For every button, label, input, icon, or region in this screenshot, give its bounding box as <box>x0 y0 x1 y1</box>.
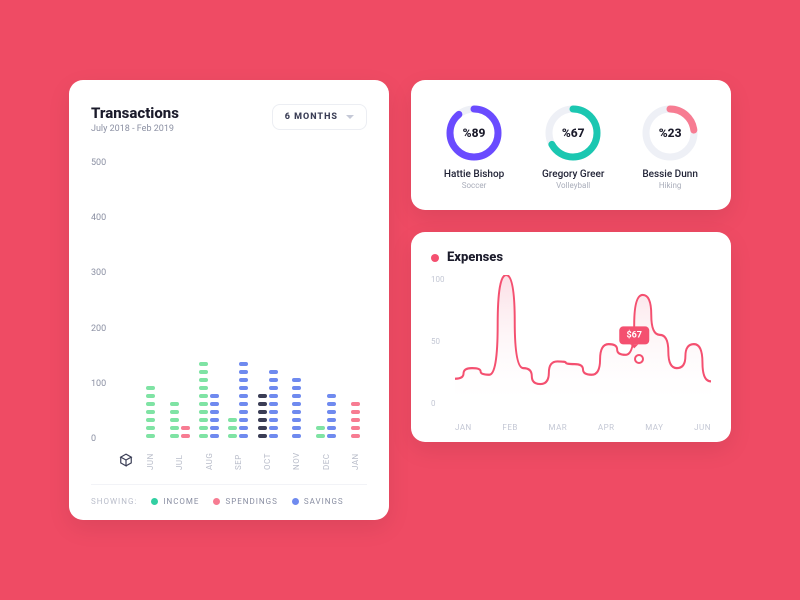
chart-series <box>316 426 325 438</box>
expenses-y-tick: 100 <box>431 275 445 284</box>
gauge-name: Hattie Bishop <box>444 169 504 180</box>
range-dropdown-label: 6 MONTHS <box>285 112 338 122</box>
x-label: DEC <box>322 450 331 470</box>
expenses-highlight-point <box>634 354 644 364</box>
gauge-percent: %23 <box>642 105 698 161</box>
chart-column: NOV <box>285 158 308 470</box>
chart-series <box>327 394 336 438</box>
expenses-x-label: MAY <box>645 423 663 432</box>
x-label: JUL <box>175 450 184 470</box>
legend-label: SHOWING: <box>91 497 137 506</box>
x-label: SEP <box>234 450 243 470</box>
gauge-name: Gregory Greer <box>542 169 604 180</box>
transactions-chart: 500 400 300 200 100 0 JUN JUL AUG SEP OCT NOV DEC JA… <box>91 158 367 470</box>
chart-series <box>170 402 179 438</box>
expenses-x-label: APR <box>598 423 615 432</box>
range-dropdown[interactable]: 6 MONTHS <box>272 104 367 130</box>
expenses-card: Expenses 100 50 0 $67 JAN FEB MAR APR MAY JUN <box>411 232 731 442</box>
expenses-x-axis: JAN FEB MAR APR MAY JUN <box>455 423 711 432</box>
gauges-card: %89 Hattie Bishop Soccer %67 Gregory Gre… <box>411 80 731 210</box>
gauge-ring: %89 <box>446 105 502 161</box>
chart-series <box>239 362 248 438</box>
transactions-title: Transactions <box>91 104 179 122</box>
gauge-percent: %89 <box>446 105 502 161</box>
legend-dot-icon <box>213 498 220 505</box>
expenses-area-svg <box>455 275 711 408</box>
y-axis: 500 400 300 200 100 0 <box>91 158 119 470</box>
legend-item: INCOME <box>151 497 199 506</box>
expenses-y-tick: 50 <box>431 337 445 346</box>
legend-item: SAVINGS <box>292 497 344 506</box>
chart-series <box>199 362 208 438</box>
chart-series <box>269 370 278 438</box>
expenses-x-label: JUN <box>694 423 711 432</box>
y-tick: 0 <box>91 434 119 444</box>
expenses-x-label: JAN <box>455 423 472 432</box>
y-tick: 500 <box>91 158 119 168</box>
gauge: %89 Hattie Bishop Soccer <box>444 105 504 190</box>
gauge-percent: %67 <box>545 105 601 161</box>
gauge-sub: Hiking <box>659 181 682 190</box>
expenses-title: Expenses <box>447 250 503 265</box>
chart-series <box>146 386 155 438</box>
transactions-card: Transactions July 2018 - Feb 2019 6 MONT… <box>69 80 389 520</box>
expenses-x-label: MAR <box>549 423 568 432</box>
expenses-tooltip: $67 <box>619 327 649 345</box>
legend-dot-icon <box>292 498 299 505</box>
transactions-legend: SHOWING: INCOME SPENDINGS SAVINGS <box>91 484 367 506</box>
gauge-ring: %67 <box>545 105 601 161</box>
expenses-dot-icon <box>431 254 439 262</box>
x-label: JAN <box>351 450 360 470</box>
gauge: %67 Gregory Greer Volleyball <box>542 105 604 190</box>
y-tick: 300 <box>91 268 119 278</box>
chart-column: DEC <box>315 158 338 470</box>
chart-column: SEP <box>227 158 250 470</box>
y-tick: 100 <box>91 379 119 389</box>
gauge-ring: %23 <box>642 105 698 161</box>
chart-series <box>292 378 301 438</box>
expenses-y-axis: 100 50 0 <box>431 275 445 408</box>
gauge-sub: Soccer <box>462 181 487 190</box>
legend-dot-icon <box>151 498 158 505</box>
chart-column: JUN <box>139 158 162 470</box>
chart-series <box>351 402 360 438</box>
chart-series <box>181 426 190 438</box>
chart-column: JAN <box>344 158 367 470</box>
expenses-chart: 100 50 0 $67 JAN FEB MAR APR MAY JUN <box>431 275 711 432</box>
transactions-date-range: July 2018 - Feb 2019 <box>91 124 179 134</box>
expenses-y-tick: 0 <box>431 399 445 408</box>
chart-column: OCT <box>256 158 279 470</box>
x-label: JUN <box>146 450 155 470</box>
chevron-down-icon <box>346 115 354 119</box>
chart-series <box>258 394 267 438</box>
gauge-name: Bessie Dunn <box>642 169 698 180</box>
y-tick: 200 <box>91 324 119 334</box>
chart-column: AUG <box>198 158 221 470</box>
cube-icon <box>119 450 133 470</box>
x-label: OCT <box>263 450 272 470</box>
y-tick: 400 <box>91 213 119 223</box>
chart-column: JUL <box>168 158 191 470</box>
chart-series <box>228 418 237 438</box>
legend-item: SPENDINGS <box>213 497 277 506</box>
chart-columns: JUN JUL AUG SEP OCT NOV DEC JAN <box>119 158 367 470</box>
x-label: AUG <box>205 450 214 470</box>
gauge: %23 Bessie Dunn Hiking <box>642 105 698 190</box>
x-label: NOV <box>292 450 301 470</box>
chart-series <box>210 394 219 438</box>
gauge-sub: Volleyball <box>556 181 590 190</box>
expenses-x-label: FEB <box>502 423 517 432</box>
